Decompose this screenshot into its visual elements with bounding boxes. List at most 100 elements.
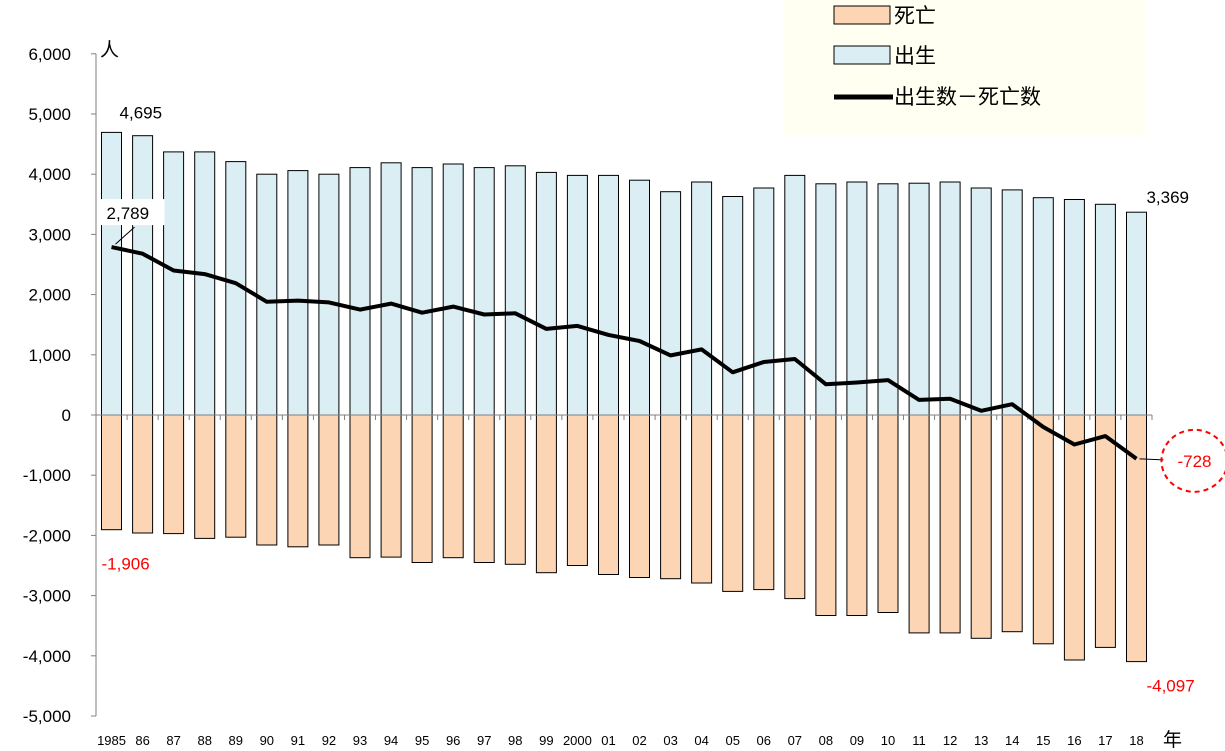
- data-label: -728: [1177, 452, 1211, 471]
- data-label-bg: [100, 199, 165, 226]
- x-tick-label: 87: [166, 733, 180, 748]
- x-tick-label: 18: [1129, 733, 1143, 748]
- bar-birth-28: [970, 187, 992, 416]
- bar-death-31: [1063, 414, 1085, 661]
- bar-birth-16: [598, 174, 619, 416]
- bar-birth-31: [1063, 199, 1085, 416]
- data-label: -1,906: [102, 555, 150, 574]
- bar-birth-30: [1032, 197, 1054, 416]
- x-tick-label: 17: [1098, 733, 1112, 748]
- bar-birth-8: [349, 167, 371, 416]
- bar-death-24: [846, 414, 868, 616]
- y-tick-label: 6,000: [28, 45, 71, 64]
- x-tick-label: 15: [1036, 733, 1050, 748]
- y-tick-label: 0: [62, 406, 71, 425]
- data-label: -4,097: [1146, 677, 1194, 696]
- bar-death-8: [349, 414, 371, 559]
- bar-birth-29: [1001, 189, 1023, 416]
- bar-birth-7: [318, 173, 340, 416]
- legend-label-0: 死亡: [894, 4, 936, 28]
- bar-death-17: [629, 414, 650, 578]
- bar-birth-1: [132, 135, 154, 416]
- x-tick-label: 93: [353, 733, 367, 748]
- bar-birth-2: [163, 151, 185, 416]
- bar-death-13: [504, 414, 526, 565]
- x-tick-label: 06: [757, 733, 771, 748]
- bar-birth-22: [784, 174, 806, 416]
- line-birth-minus-death: [111, 245, 1138, 461]
- x-tick-label: 05: [725, 733, 739, 748]
- x-tick-label: 2000: [563, 733, 592, 748]
- bar-birth-12: [473, 167, 495, 416]
- highlight-circle: [1160, 428, 1225, 493]
- bar-birth-27: [939, 181, 961, 416]
- bar-death-20: [722, 414, 744, 592]
- line-layer: [111, 245, 1138, 461]
- legend-label-2: 出生数－死亡数: [894, 85, 1041, 109]
- x-tick-label: 11: [912, 733, 926, 748]
- bar-death-14: [535, 414, 557, 574]
- bar-death-10: [411, 414, 433, 563]
- bar-birth-32: [1094, 203, 1116, 416]
- bar-birth-5: [256, 173, 278, 416]
- x-tick-label: 94: [384, 733, 398, 748]
- bar-birth-13: [504, 165, 526, 416]
- bar-death-9: [380, 414, 402, 558]
- bar-death-4: [225, 414, 247, 538]
- x-tick-label: 97: [477, 733, 491, 748]
- bar-death-19: [691, 414, 713, 584]
- data-label: 3,369: [1146, 188, 1189, 207]
- x-tick-label: 13: [974, 733, 988, 748]
- bar-death-28: [970, 414, 992, 639]
- bar-death-32: [1094, 414, 1116, 648]
- x-tick-label: 07: [788, 733, 802, 748]
- x-tick-label: 03: [663, 733, 677, 748]
- y-tick-label: 2,000: [28, 286, 71, 305]
- bar-birth-17: [629, 179, 650, 416]
- x-tick-label: 89: [229, 733, 243, 748]
- bar-birth-9: [380, 162, 402, 416]
- bar-birth-33: [1126, 211, 1147, 416]
- bar-birth-19: [691, 181, 713, 416]
- bar-birth-3: [194, 151, 216, 416]
- x-tick-label: 09: [850, 733, 864, 748]
- bar-birth-6: [287, 170, 309, 416]
- bar-birth-20: [722, 196, 744, 416]
- y-tick-label: -4,000: [23, 647, 71, 666]
- y-tick-label: 3,000: [28, 225, 71, 244]
- bar-death-7: [318, 414, 340, 546]
- axes-layer: 6,000 5,000 4,000 3,000 2,000 1,000 0 -1,000 -2,…: [23, 39, 1182, 751]
- x-tick-label: 91: [291, 733, 305, 748]
- y-tick-label: 5,000: [28, 105, 71, 124]
- bars-layer: [101, 131, 1147, 663]
- bar-death-21: [753, 414, 775, 591]
- leader-line: [1139, 458, 1164, 461]
- bar-death-16: [598, 414, 619, 575]
- x-tick-label: 08: [819, 733, 833, 748]
- x-tick-label: 04: [694, 733, 708, 748]
- bar-death-26: [908, 414, 930, 634]
- bar-death-25: [877, 414, 899, 613]
- bar-death-30: [1032, 414, 1054, 645]
- bar-birth-11: [442, 163, 464, 416]
- bar-birth-10: [411, 167, 433, 416]
- legend-label-1: 出生: [894, 44, 936, 68]
- x-tick-label: 16: [1067, 733, 1081, 748]
- labels-layer: 4,695 2,789 -1,906 3,369 -728 -4,097: [100, 103, 1225, 696]
- bar-birth-26: [908, 182, 930, 416]
- y-tick-label: -5,000: [23, 707, 71, 726]
- y-tick-label: 4,000: [28, 165, 71, 184]
- bar-death-27: [939, 414, 961, 634]
- x-tick-label: 86: [135, 733, 149, 748]
- bar-death-6: [287, 414, 309, 548]
- bar-death-22: [784, 414, 806, 600]
- bar-death-23: [815, 414, 837, 616]
- x-tick-label: 1985: [97, 733, 126, 748]
- bar-death-12: [473, 414, 495, 563]
- bar-death-0: [101, 414, 122, 531]
- leader-line: [115, 226, 135, 245]
- bar-death-1: [132, 414, 154, 534]
- bar-birth-14: [535, 171, 557, 416]
